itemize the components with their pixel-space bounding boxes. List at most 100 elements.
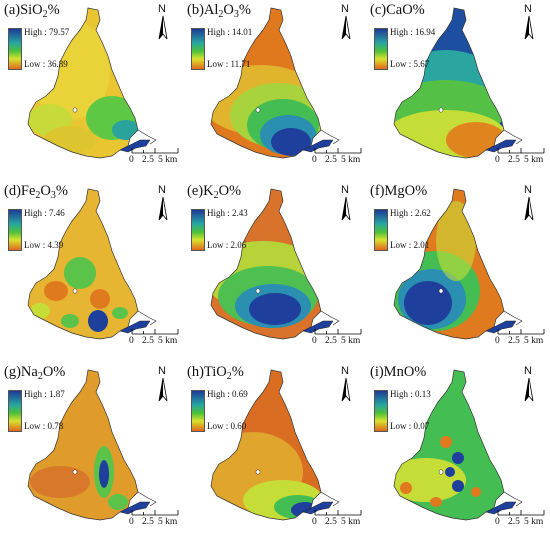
legend-low-label: Low : 5.67 [390,59,430,69]
north-label: N [158,184,166,196]
legend-high-label: High : 16.94 [390,27,436,37]
choropleth-map [27,188,157,340]
panel-title: (g)Na2O% [4,364,66,382]
north-label: N [524,365,532,377]
scale-bar: 0 2.5 5 km [492,145,548,175]
scale-bar: 0 2.5 5 km [492,326,548,356]
north-arrow: N [336,184,358,224]
scale-label-0: 0 [495,517,500,527]
legend-color-ramp [191,209,205,251]
north-arrow-icon [158,377,168,402]
north-arrow-icon [524,377,534,402]
north-arrow: N [336,365,358,405]
scale-label-2-5: 2.5 [142,517,154,527]
scale-bar: 0 2.5 5 km [309,145,365,175]
scale-label-0: 0 [312,517,317,527]
scale-label-2-5: 2.5 [325,517,337,527]
panel-title: (f)MgO% [370,183,428,199]
scale-bar: 0 2.5 5 km [309,507,365,537]
scale-label-0: 0 [495,336,500,346]
scale-bar: 0 2.5 5 km [492,507,548,537]
choropleth-map [210,369,340,521]
legend-color-ramp [374,28,388,70]
scale-label-0: 0 [312,336,317,346]
legend-high-label: High : 1.87 [24,389,65,399]
map-panel-c: (c)CaO% High : 16.94 Low : 5.67 N 0 2.5 … [366,0,548,182]
north-label: N [341,3,349,15]
panel-title: (a)SiO2% [4,2,60,20]
legend-color-ramp [374,209,388,251]
legend-high-label: High : 79.57 [24,27,70,37]
scale-label-0: 0 [495,155,500,165]
north-arrow-icon [158,196,168,221]
scale-label-0: 0 [129,155,134,165]
choropleth-map [393,7,523,159]
scale-label-5km: 5 km [524,155,544,165]
scale-label-5km: 5 km [524,517,544,527]
legend-high-label: High : 2.62 [390,208,431,218]
scale-bar: 0 2.5 5 km [309,326,365,356]
north-arrow-icon [524,196,534,221]
panel-title: (b)Al2O3% [187,2,251,20]
legend-high-label: High : 0.69 [207,389,248,399]
legend-color-ramp [8,28,22,70]
choropleth-map [210,7,340,159]
legend-color-ramp [191,28,205,70]
map-panel-a: (a)SiO2% High : 79.57 Low : 36.89 N 0 2.… [0,0,182,182]
legend-low-label: Low : 11.71 [207,59,251,69]
scale-bar: 0 2.5 5 km [126,145,182,175]
legend-low-label: Low : 0.07 [390,421,430,431]
scale-label-0: 0 [312,155,317,165]
scale-label-5km: 5 km [158,336,178,346]
choropleth-map [27,7,157,159]
panel-title: (c)CaO% [370,2,425,18]
legend-high-label: High : 7.46 [24,208,65,218]
choropleth-map [393,369,523,521]
legend-color-ramp [374,390,388,432]
north-arrow: N [153,184,175,224]
north-label: N [524,3,532,15]
scale-bar: 0 2.5 5 km [126,507,182,537]
choropleth-map [27,369,157,521]
legend-color-ramp [8,390,22,432]
legend-low-label: Low : 0.60 [207,421,247,431]
map-panel-h: (h)TiO2% High : 0.69 Low : 0.60 N 0 2.5 … [183,362,365,544]
scale-label-2-5: 2.5 [508,517,520,527]
map-panel-d: (d)Fe2O3% High : 7.46 Low : 4.39 N 0 2.5… [0,181,182,363]
scale-label-5km: 5 km [341,336,361,346]
scale-label-2-5: 2.5 [142,155,154,165]
north-label: N [524,184,532,196]
scale-label-2-5: 2.5 [142,336,154,346]
scale-label-0: 0 [129,517,134,527]
scale-label-2-5: 2.5 [508,336,520,346]
north-arrow-icon [158,15,168,40]
legend-low-label: Low : 0.78 [24,421,64,431]
map-panel-g: (g)Na2O% High : 1.87 Low : 0.78 N 0 2.5 … [0,362,182,544]
scale-label-0: 0 [129,336,134,346]
north-arrow-icon [341,377,351,402]
legend-low-label: Low : 2.06 [207,240,247,250]
panel-title: (e)K2O% [187,183,242,201]
north-arrow-icon [341,196,351,221]
panel-title: (i)MnO% [370,364,427,380]
legend-high-label: High : 2.43 [207,208,248,218]
legend-color-ramp [8,209,22,251]
map-panel-b: (b)Al2O3% High : 14.01 Low : 11.71 N 0 2… [183,0,365,182]
scale-label-2-5: 2.5 [325,336,337,346]
choropleth-map [393,188,523,340]
legend-color-ramp [191,390,205,432]
north-arrow: N [153,3,175,43]
north-arrow: N [519,184,541,224]
legend-high-label: High : 14.01 [207,27,253,37]
scale-label-2-5: 2.5 [325,155,337,165]
choropleth-map [210,188,340,340]
north-arrow-icon [524,15,534,40]
north-arrow: N [519,365,541,405]
north-label: N [158,365,166,377]
scale-label-5km: 5 km [158,155,178,165]
legend-low-label: Low : 2.01 [390,240,430,250]
north-arrow: N [336,3,358,43]
scale-label-5km: 5 km [158,517,178,527]
scale-label-5km: 5 km [341,155,361,165]
north-label: N [158,3,166,15]
